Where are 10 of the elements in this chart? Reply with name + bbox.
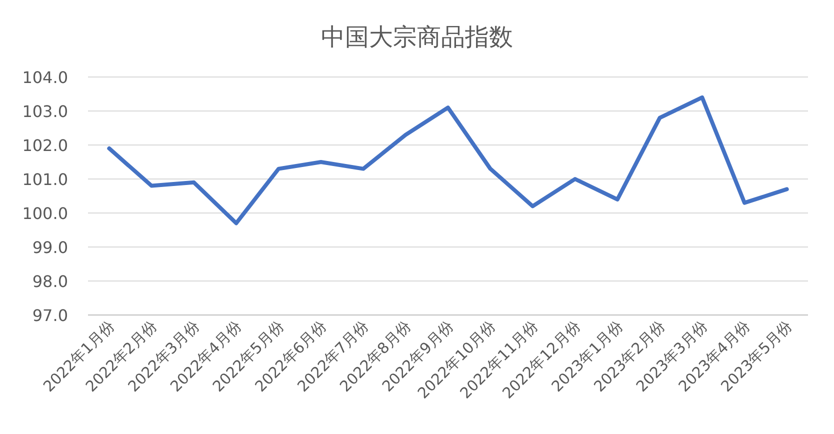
y-tick-label: 100.0 — [22, 204, 68, 223]
y-tick-label: 98.0 — [32, 272, 68, 291]
y-tick-label: 99.0 — [32, 238, 68, 257]
y-tick-label: 101.0 — [22, 170, 68, 189]
line-series — [107, 95, 789, 226]
y-tick-label: 104.0 — [22, 68, 68, 87]
chart-title: 中国大宗商品指数 — [321, 23, 513, 51]
y-tick-label: 97.0 — [32, 306, 68, 325]
y-tick-label: 103.0 — [22, 102, 68, 121]
y-tick-label: 102.0 — [22, 136, 68, 155]
